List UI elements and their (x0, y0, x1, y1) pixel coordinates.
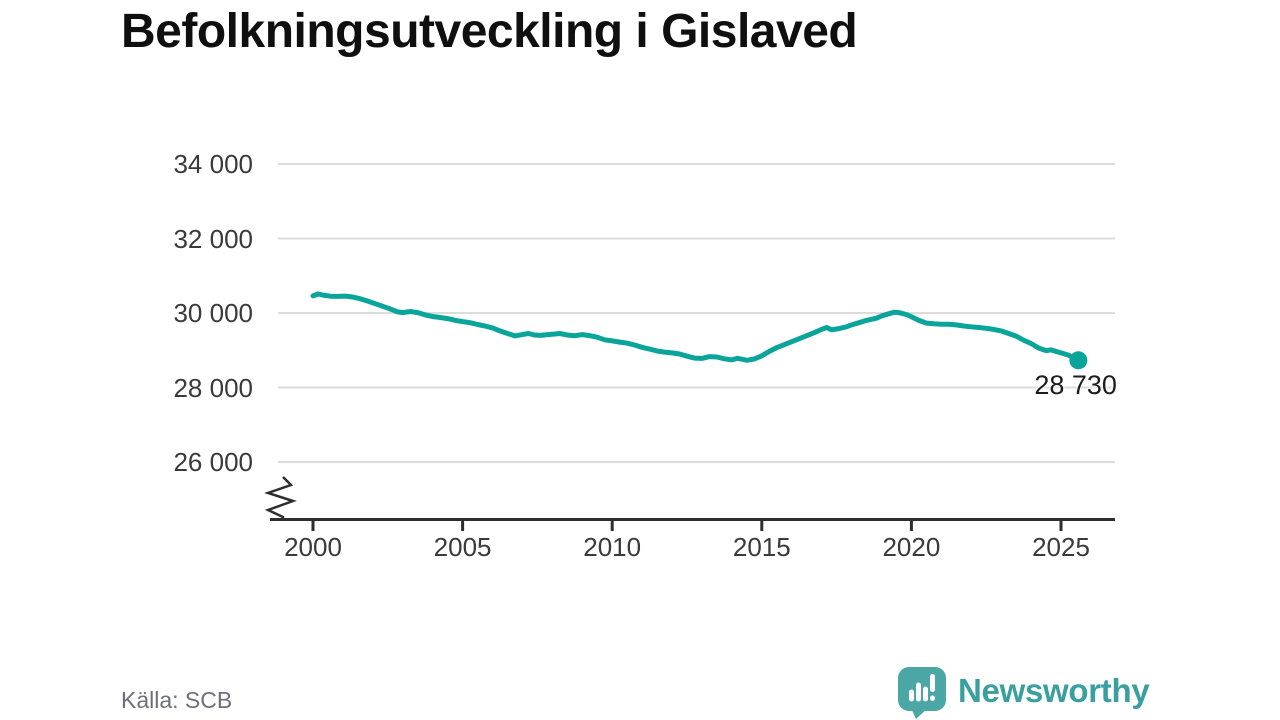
logo-exclamation-line (930, 674, 935, 692)
source-note: Källa: SCB (121, 687, 233, 713)
y-axis-label: 28 000 (173, 372, 253, 403)
x-axis-label: 2025 (1032, 532, 1090, 562)
logo-bubble-shape (898, 667, 946, 711)
newsworthy-speech-bubble-chart-icon (898, 667, 946, 719)
population-line (310, 291, 1081, 363)
x-axis-label: 2000 (284, 532, 342, 562)
x-axis-label: 2015 (732, 532, 791, 562)
end-value-label: 28 730 (1034, 370, 1117, 401)
y-axis-label: 30 000 (173, 298, 253, 328)
logo-bar-1 (909, 689, 914, 702)
axis-break-zigzag (264, 476, 297, 519)
y-axis-label: 34 000 (173, 149, 253, 179)
logo-bubble-tail (911, 708, 928, 719)
logo-bar-3 (923, 686, 928, 702)
newsworthy-logo-text: Newsworthy (958, 672, 1150, 709)
page-title: Befolkningsutveckling i Gislaved (121, 5, 858, 58)
x-axis-label: 2005 (433, 532, 492, 562)
x-axis-label: 2020 (882, 532, 941, 562)
logo-bar-2 (916, 682, 921, 702)
x-axis-label: 2010 (583, 532, 642, 562)
y-axis-label: 26 000 (173, 447, 253, 477)
y-axis-label: 32 000 (173, 223, 253, 254)
end-point-marker (1069, 351, 1088, 370)
logo-exclamation-dot (930, 695, 935, 701)
newsworthy-logo: Newsworthy (897, 666, 1150, 720)
